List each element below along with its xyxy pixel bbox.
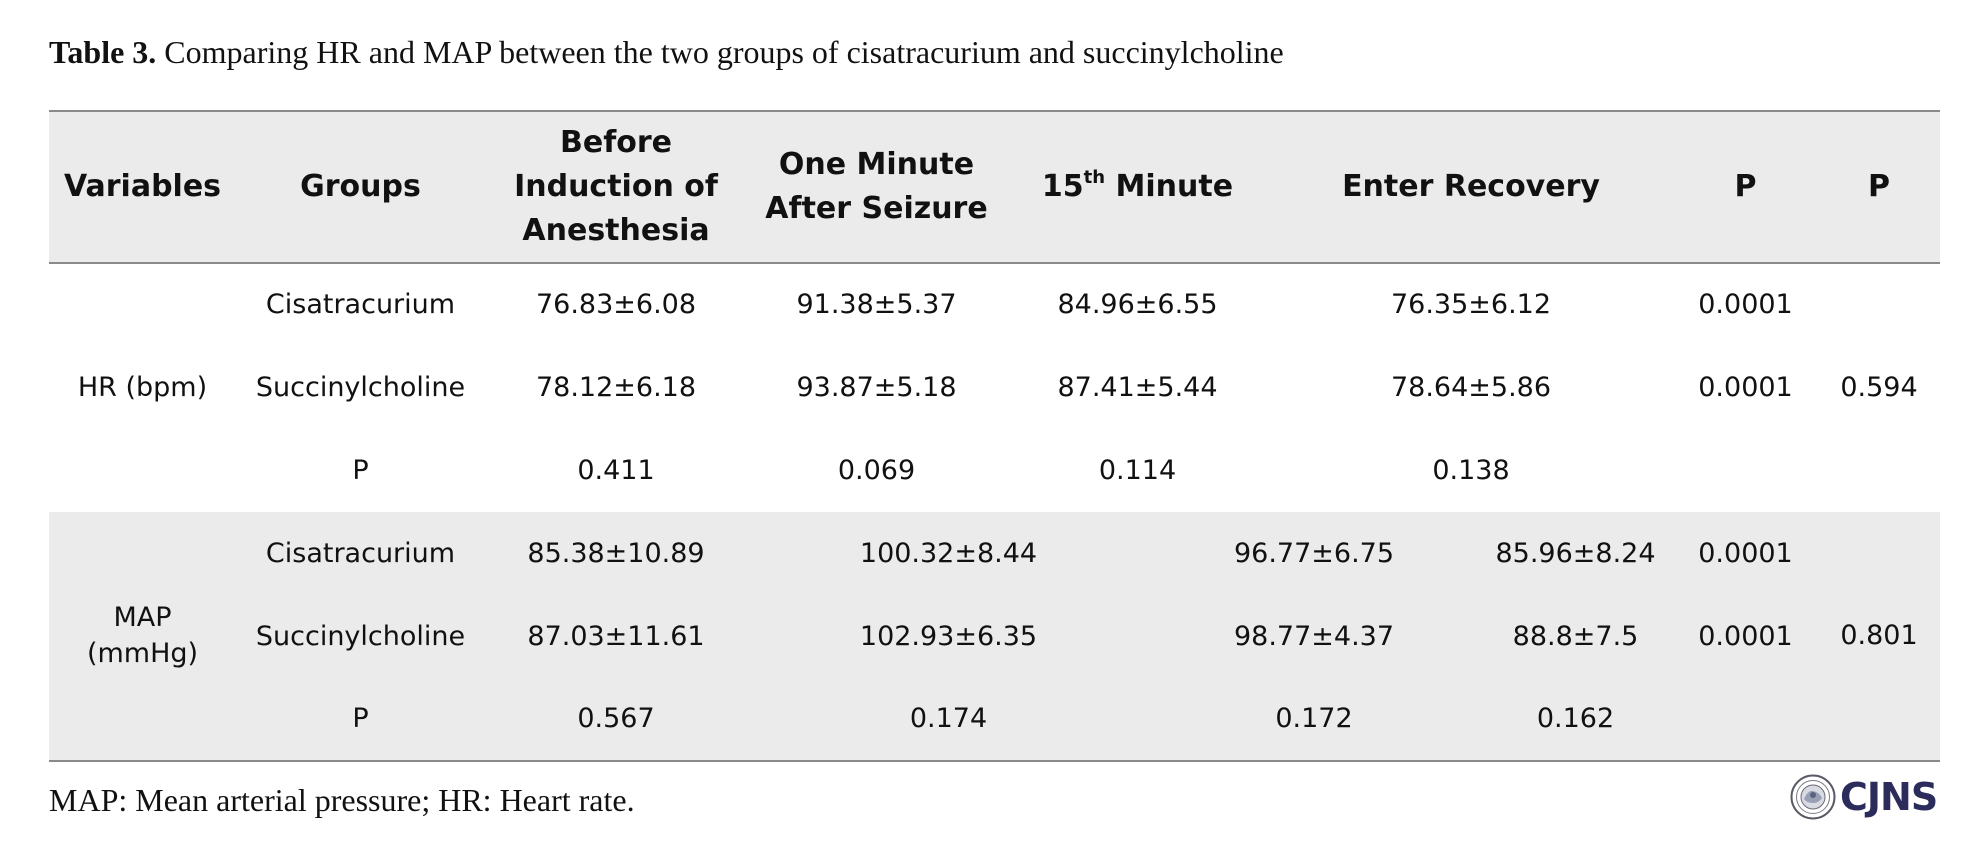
header-15th-minute: 15th Minute [1006, 111, 1269, 263]
before-cell: 78.12±6.18 [535, 371, 697, 403]
group-cell: Cisatracurium [265, 537, 456, 569]
p-cell: 0.0001 [1698, 620, 1793, 652]
group-cell: Succinylcholine [255, 620, 466, 652]
header-variables: Variables [63, 169, 222, 204]
fifteenth-cell: 84.96±6.55 [1057, 289, 1218, 320]
header-groups: Groups [300, 169, 421, 204]
before-cell: 0.411 [577, 454, 655, 486]
group-cell: P [352, 703, 369, 734]
table-caption: Table 3. Comparing HR and MAP between th… [49, 34, 1284, 71]
group-cell: Cisatracurium [265, 289, 456, 320]
map-variable-label: MAP (mmHg) [49, 512, 236, 761]
recovery-cell: 0.138 [1432, 454, 1510, 486]
before-cell: 85.38±10.89 [527, 537, 705, 569]
table-row: HR (bpm) Cisatracurium 76.83±6.08 91.38±… [49, 263, 1940, 403]
one-minute-cell: 0.069 [837, 454, 916, 486]
header-enter-recovery: Enter Recovery [1342, 169, 1600, 204]
p-cell: 0.0001 [1698, 537, 1793, 569]
before-cell: 76.83±6.08 [535, 289, 697, 320]
journal-logo: CJNS [1790, 773, 1938, 821]
table-row: MAP (mmHg) Cisatracurium 85.38±10.89 100.… [49, 512, 1940, 670]
fifteenth-cell: 0.114 [1098, 454, 1177, 486]
table-caption-label: Table 3. [49, 34, 157, 70]
table-row: Succinylcholine 78.12±6.18 93.87±5.18 87… [49, 346, 1940, 429]
fifteenth-cell: 98.77±4.37 [1233, 620, 1395, 652]
recovery-cell: 78.64±5.86 [1390, 371, 1552, 403]
header-p-overall: P [1868, 169, 1890, 204]
recovery-cell: 76.35±6.12 [1390, 289, 1552, 320]
hr-variable-label: HR (bpm) [77, 372, 208, 403]
recovery-cell: 0.162 [1536, 703, 1615, 734]
before-cell: 87.03±11.61 [527, 620, 705, 652]
p-cell [1673, 429, 1818, 512]
table-header: Variables Groups Before Induction of Ane… [49, 111, 1940, 263]
recovery-cell: 85.96±8.24 [1495, 537, 1656, 569]
map-overall-p: 0.801 [1840, 620, 1918, 651]
header-15th-suffix: th [1083, 167, 1106, 188]
table-row: P 0.411 0.069 0.114 0.138 [49, 429, 1940, 512]
header-p-within: P [1734, 169, 1757, 204]
hr-section: HR (bpm) Cisatracurium 76.83±6.08 91.38±… [49, 263, 1940, 512]
table-row: Succinylcholine 87.03±11.61 102.93±6.35 … [49, 595, 1940, 678]
comparison-table: Variables Groups Before Induction of Ane… [49, 110, 1940, 762]
logo-text: CJNS [1840, 775, 1938, 819]
hr-overall-p: 0.594 [1840, 372, 1918, 403]
fifteenth-cell: 0.172 [1275, 703, 1353, 734]
table-footnote: MAP: Mean arterial pressure; HR: Heart r… [49, 782, 635, 818]
header-15th-number: 15 [1041, 169, 1084, 204]
group-cell: P [352, 454, 369, 486]
one-minute-cell: 102.93±6.35 [859, 620, 1038, 652]
table-row: P 0.567 0.174 0.172 0.162 [49, 678, 1940, 761]
fifteenth-cell: 87.41±5.44 [1057, 371, 1218, 403]
one-minute-cell: 91.38±5.37 [796, 289, 957, 320]
p-cell: 0.0001 [1698, 289, 1793, 320]
map-section: MAP (mmHg) Cisatracurium 85.38±10.89 100.… [49, 512, 1940, 761]
table-caption-text: Comparing HR and MAP between the two gro… [164, 34, 1284, 70]
one-minute-cell: 93.87±5.18 [796, 371, 957, 403]
before-cell: 0.567 [577, 703, 655, 734]
header-before-induction: Before Induction of Anesthesia [514, 125, 718, 248]
header-one-minute: One Minute After Seizure [765, 147, 988, 226]
header-row: Variables Groups Before Induction of Ane… [49, 111, 1940, 263]
group-cell: Succinylcholine [255, 371, 466, 403]
p-cell [1673, 678, 1818, 761]
header-15th-word: Minute [1105, 169, 1234, 204]
one-minute-cell: 0.174 [909, 703, 988, 734]
map-label-line2: (mmHg) [86, 638, 199, 669]
recovery-cell: 88.8±7.5 [1512, 620, 1639, 652]
p-cell: 0.0001 [1698, 371, 1793, 403]
map-label-line1: MAP [113, 602, 172, 633]
one-minute-cell: 100.32±8.44 [859, 537, 1038, 569]
fifteenth-cell: 96.77±6.75 [1233, 537, 1395, 569]
seal-icon [1790, 774, 1836, 820]
